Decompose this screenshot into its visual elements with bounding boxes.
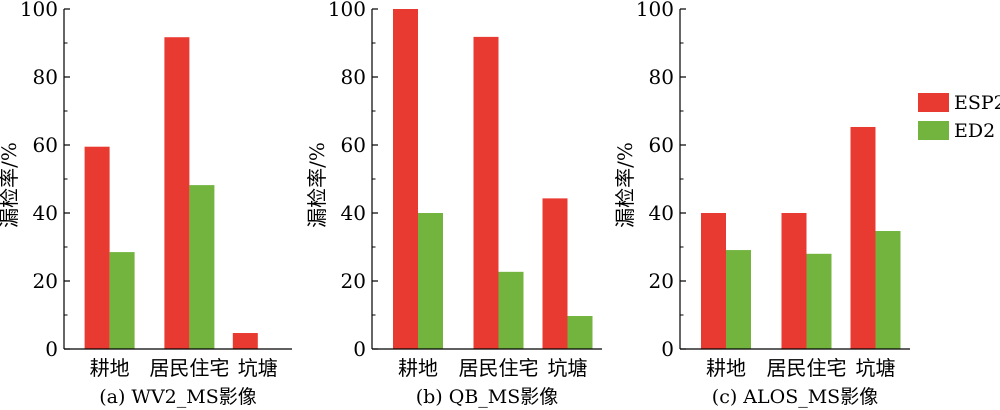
x-tick-label: 耕地 [706,356,746,380]
y-tick-label: 0 [661,337,674,361]
x-tick-label: 居民住宅 [459,356,539,380]
y-tick-label: 40 [33,201,58,225]
y-tick-label: 60 [33,133,58,157]
y-tick-label: 100 [636,0,674,21]
legend-swatch-ed2 [918,121,949,140]
bar-ed2-1 [109,252,135,349]
bar-ed2-3 [875,231,901,349]
bar-esp2-2 [164,37,190,349]
bar-ed2-3 [567,316,593,349]
bar-ed2-2 [498,271,524,349]
x-tick-label: 耕地 [398,356,438,380]
chart-panels: 耕地 居民住宅 坑塘020406080100漏检率/%(a) WV2_MS影像耕地居… [0,0,910,408]
bar-esp2-3 [542,198,568,349]
bar-esp2-3 [232,333,258,349]
panel-caption: (c) ALOS_MS影像 [712,386,878,408]
x-tick-label: 坑塘 [238,356,278,380]
bar-esp2-2 [473,36,499,349]
bar-esp2-2 [781,213,807,349]
bar-esp2-1 [84,146,110,349]
y-tick-label: 80 [649,65,674,89]
y-tick-label: 80 [33,65,58,89]
legend-label-esp2: ESP2 [954,92,1000,114]
panel-caption: (b) QB_MS影像 [416,386,559,408]
x-tick-label: 耕地 [90,356,130,380]
y-tick-label: 100 [20,0,58,21]
chart-panel-2: 耕地 居民住宅 坑塘 0 20 40 60 80 100 漏检率/% (b) QB_MS影像 [305,0,602,408]
legend: ESP2 ED2 [918,92,1000,142]
x-tick-label: 居民住宅 [767,356,847,380]
y-axis-label: 漏检率/% [613,142,637,228]
legend-swatch-esp2 [918,93,949,112]
y-tick-label: 60 [649,133,674,157]
chart-panel-1: 耕地 居民住宅 坑塘 0 20 40 60 80 100 漏检率/% (a) WV2_MS影像 [0,0,292,408]
y-tick-label: 40 [341,201,366,225]
x-tick-label: 居民住宅 [149,356,229,380]
bar-esp2-3 [850,126,876,349]
y-tick-label: 0 [353,337,366,361]
legend-label-ed2: ED2 [954,120,995,142]
bar-ed2-1 [418,213,443,349]
bar-ed2-2 [806,253,832,349]
y-tick-label: 100 [328,0,366,21]
y-tick-label: 20 [341,269,366,293]
bar-ed2-2 [189,185,215,349]
x-tick-label: 坑塘 [548,356,588,380]
y-axis-label: 漏检率/% [0,142,21,228]
chart-panel-3: 耕地 居民住宅 坑塘 0 20 40 60 80 100 漏检率/% (c) ALOS_MS影像 [613,0,910,408]
y-tick-label: 0 [45,337,58,361]
panel-caption: (a) WV2_MS影像 [99,386,257,408]
bar-esp2-1 [393,9,418,349]
y-tick-label: 40 [649,201,674,225]
y-tick-label: 80 [341,65,366,89]
y-tick-label: 20 [33,269,58,293]
bar-esp2-1 [701,213,726,349]
x-tick-label: 坑塘 [856,356,896,380]
y-tick-label: 60 [341,133,366,157]
y-axis-label: 漏检率/% [305,142,329,228]
bar-ed2-1 [726,250,751,349]
y-tick-label: 20 [649,269,674,293]
